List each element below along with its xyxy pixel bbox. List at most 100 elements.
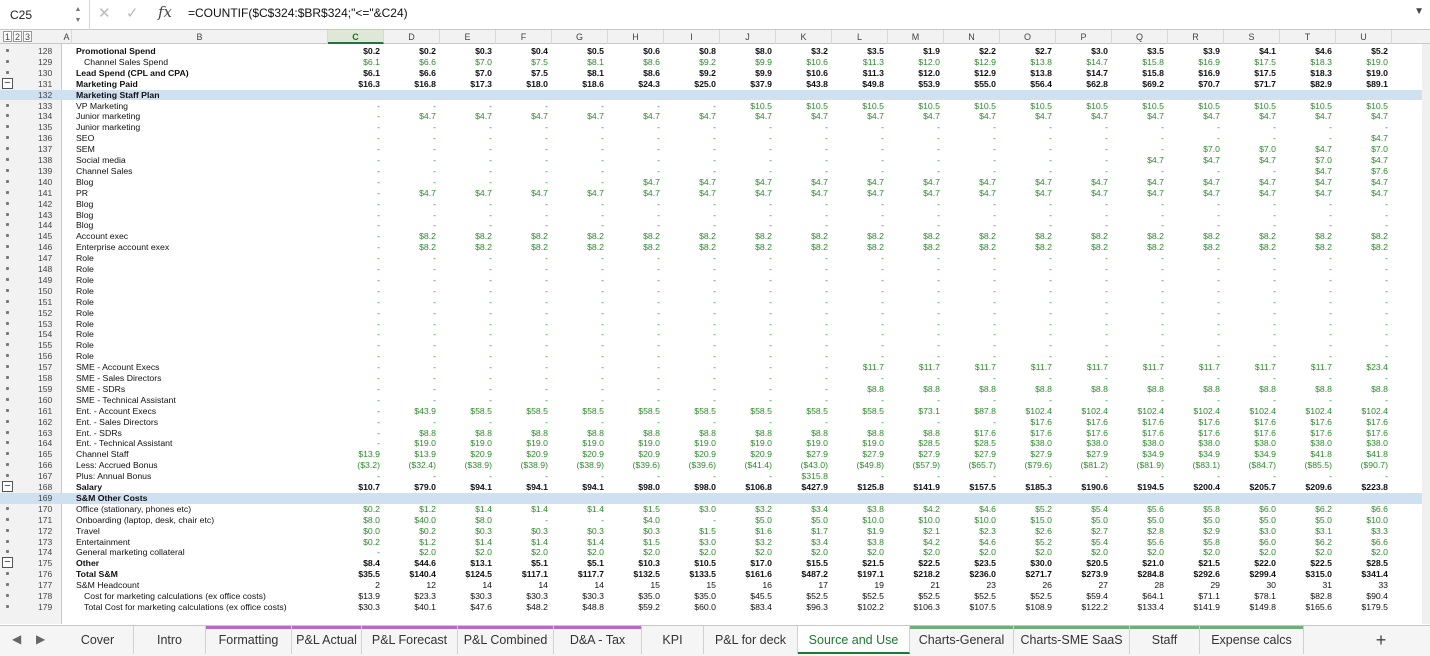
cell-p[interactable]: - [1105,296,1108,307]
cell-j[interactable]: - [769,296,772,307]
cell-q[interactable]: ($81.9) [1136,460,1164,471]
row-label[interactable]: Account exec [76,231,129,242]
cell-k[interactable]: ($43.0) [800,460,828,471]
cell-l[interactable]: $3.8 [867,536,884,547]
cell-q[interactable]: $4.7 [1147,111,1164,122]
cell-k[interactable]: $27.9 [806,449,828,460]
cell-l[interactable]: - [881,155,884,165]
cell-g[interactable]: $117.7 [577,569,604,580]
cell-f[interactable]: $0.3 [531,525,548,536]
cell-g[interactable]: $8.1 [587,67,604,78]
cell-j[interactable]: - [769,122,772,133]
cell-s[interactable]: - [1273,329,1276,340]
cell-s[interactable]: $8.2 [1259,242,1276,253]
cell-n[interactable]: - [993,220,996,231]
cell-t[interactable]: $41.8 [1310,449,1332,460]
cell-m[interactable]: - [937,144,940,155]
cell-n[interactable]: $2.3 [979,525,996,536]
cell-c[interactable]: $13.9 [358,591,380,601]
cell-u[interactable]: $102.4 [1361,405,1388,416]
row-label[interactable]: SME - Account Execs [76,362,160,373]
cell-f[interactable]: - [545,100,548,111]
cell-d[interactable]: $4.7 [419,187,436,198]
cell-c[interactable]: - [377,547,380,558]
cell-o[interactable]: $56.4 [1030,78,1052,89]
cell-u[interactable]: ($90.7) [1360,460,1388,471]
cell-h[interactable]: $2.0 [643,547,660,558]
cell-d[interactable]: - [433,351,436,362]
cell-t[interactable]: $10.5 [1310,100,1332,111]
cell-g[interactable]: - [601,274,604,285]
cell-o[interactable]: $17.6 [1030,427,1052,438]
cell-c[interactable]: $6.1 [363,56,380,67]
outline-level-1-button[interactable]: 1 [3,31,12,42]
cell-e[interactable]: - [489,296,492,307]
cell-d[interactable]: - [433,340,436,351]
cell-r[interactable]: - [1217,307,1220,318]
cell-m[interactable]: $8.8 [923,383,940,394]
cell-o[interactable]: $13.8 [1030,67,1052,78]
cell-c[interactable]: - [377,155,380,165]
cell-s[interactable]: $17.6 [1254,427,1276,438]
cell-d[interactable]: - [433,264,436,274]
cell-o[interactable]: $13.8 [1030,56,1052,67]
cell-o[interactable]: - [1049,285,1052,296]
cell-n[interactable]: $55.0 [974,78,996,89]
cell-n[interactable]: $52.5 [974,591,996,601]
cell-l[interactable]: - [881,340,884,351]
cell-n[interactable]: $8.2 [979,242,996,253]
cell-p[interactable]: - [1105,318,1108,329]
cell-t[interactable]: - [1329,318,1332,329]
cell-t[interactable]: $7.0 [1315,155,1332,165]
column-header-f[interactable]: F [496,30,552,44]
cell-t[interactable]: $4.6 [1315,46,1332,56]
sheet-tab[interactable]: P&L Forecast [362,626,458,654]
cell-f[interactable]: - [545,209,548,220]
cell-e[interactable]: $47.6 [470,601,492,612]
column-header-l[interactable]: L [832,30,888,44]
row-number[interactable]: 165 [38,449,53,460]
cell-i[interactable]: - [713,307,716,318]
row-number[interactable]: 158 [38,373,53,383]
cell-s[interactable]: $2.0 [1259,547,1276,558]
cell-t[interactable]: - [1329,296,1332,307]
cell-c[interactable]: $0.2 [363,503,380,514]
cell-h[interactable]: $8.6 [643,56,660,67]
fx-icon[interactable]: fx [158,3,173,21]
cell-g[interactable]: - [601,329,604,340]
row-number[interactable]: 169 [38,492,53,503]
cell-m[interactable]: - [937,340,940,351]
cell-t[interactable]: $2.0 [1315,547,1332,558]
cell-c[interactable]: - [377,307,380,318]
cell-l[interactable]: $11.3 [862,67,884,78]
cell-n[interactable]: $4.7 [979,187,996,198]
cell-h[interactable]: $24.3 [638,78,660,89]
cell-p[interactable]: $62.8 [1086,78,1108,89]
cell-p[interactable]: $11.7 [1086,362,1108,373]
cell-e[interactable]: - [489,394,492,405]
cell-p[interactable]: - [1105,198,1108,209]
cell-n[interactable]: $4.6 [979,536,996,547]
row-label[interactable]: Junior marketing [76,122,141,133]
row-label[interactable]: Ent. - Sales Directors [76,416,159,427]
cell-o[interactable]: $8.8 [1035,383,1052,394]
cell-m[interactable]: - [937,373,940,383]
cell-q[interactable]: - [1161,144,1164,155]
cell-l[interactable]: - [881,416,884,427]
column-header-u[interactable]: U [1336,30,1392,44]
cell-j[interactable]: - [769,133,772,144]
cell-l[interactable]: $197.1 [857,569,884,580]
cell-q[interactable]: $5.6 [1147,536,1164,547]
cell-u[interactable]: $7.0 [1371,144,1388,155]
cell-g[interactable]: - [601,176,604,187]
cell-q[interactable]: - [1161,285,1164,296]
cell-i[interactable]: $20.9 [694,449,716,460]
cell-r[interactable]: $4.7 [1203,155,1220,165]
cell-r[interactable]: $2.0 [1203,547,1220,558]
row-number[interactable]: 146 [38,242,53,253]
row-number[interactable]: 145 [38,231,53,242]
row-label[interactable]: Ent. - Account Execs [76,405,157,416]
row-number[interactable]: 179 [38,601,53,612]
cell-n[interactable]: $11.7 [974,362,996,373]
cell-d[interactable]: $13.9 [414,449,436,460]
